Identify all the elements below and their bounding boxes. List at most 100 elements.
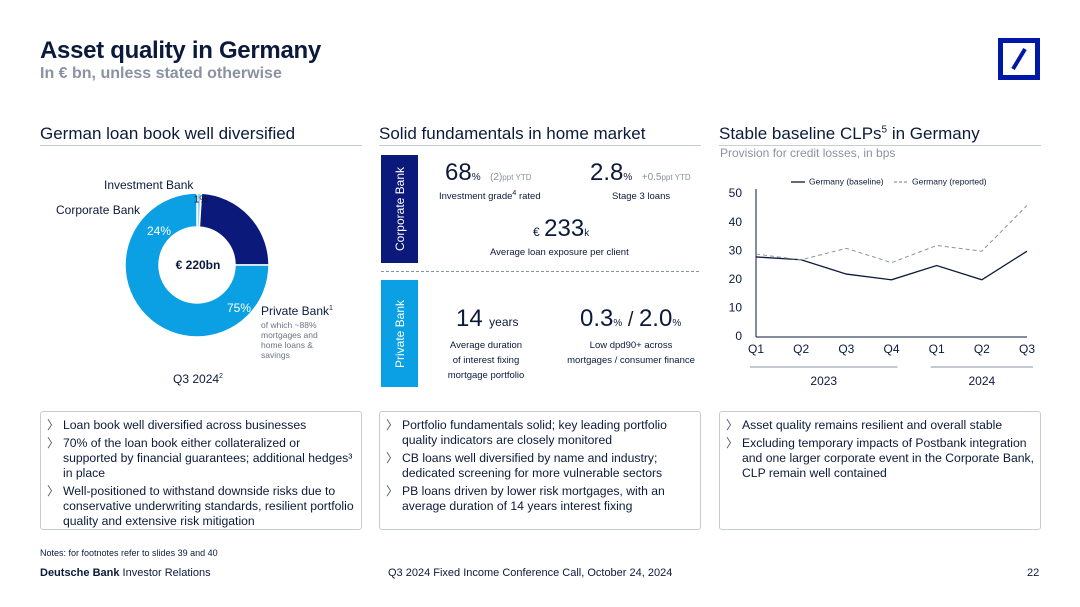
chevron-right-icon: 〉 — [47, 484, 60, 498]
kpi-unit: years — [489, 315, 519, 329]
bullet-text: Excluding temporary impacts of Postbank … — [742, 436, 1035, 480]
donut-data-label: 24% — [147, 224, 171, 238]
kpi-unit: % — [471, 172, 481, 183]
period-label-sup: 2 — [219, 373, 223, 380]
right-bullet-box: 〉 Asset quality remains resilient and ove… — [719, 411, 1041, 530]
middle-bullet-box: 〉 Portfolio fundamentals solid; key leadi… — [379, 411, 701, 530]
private-note-line: home loans & — [261, 340, 313, 350]
y-tick-label: 10 — [729, 301, 743, 315]
page-subtitle: In € bn, unless stated otherwise — [40, 65, 282, 82]
chevron-right-icon: 〉 — [726, 418, 739, 432]
period-label-wrap: Q3 20242 — [173, 372, 223, 386]
kpi-loan-exposure: € 233k — [533, 215, 589, 243]
x-tick-label: Q4 — [883, 342, 899, 356]
private-bank-tab: Private Bank — [381, 280, 418, 387]
kpi-value: 2.0 — [638, 305, 673, 332]
list-item: 〉 Excluding temporary impacts of Postbank… — [720, 436, 1034, 481]
kpi-label-tail: rated — [516, 191, 541, 202]
private-bank-tab-label: Private Bank — [392, 299, 407, 368]
period-label: Q3 2024 — [173, 372, 220, 386]
kpi-label-line: of interest fixing — [452, 355, 520, 366]
kpi-unit: % — [623, 172, 633, 183]
kpi-dpd-label: Low dpd90+ across mortgages / consumer f… — [556, 338, 706, 368]
corporate-bank-tab: Corporate Bank — [381, 155, 418, 263]
kpi-investment-grade: 68% (2)ppt YTD — [445, 159, 532, 187]
y-tick-label: 50 — [729, 186, 743, 200]
kpi-duration-label: Average duration of interest fixing mort… — [436, 338, 536, 383]
x-tick-label: Q3 — [1019, 342, 1035, 356]
list-item: 〉 PB loans driven by lower risk mortgages… — [380, 484, 694, 514]
series-line-germany-reported — [755, 205, 1028, 264]
kpi-separator: / — [622, 309, 639, 331]
kpi-value: 2.8 — [590, 159, 624, 186]
footer-brand-rest: Investor Relations — [119, 567, 211, 579]
clp-line-chart: 0 10 20 30 40 50 Q1 Q2 Q3 Q4 Q1 Q2 Q3 2023 2024 German… — [729, 176, 1036, 388]
x-tick-label: Q3 — [838, 342, 854, 356]
kpi-change-unit: ppt YTD — [502, 173, 532, 182]
bullet-text: Loan book well diversified across busine… — [63, 418, 307, 432]
list-item: 〉 Loan book well diversified across busin… — [41, 418, 355, 433]
left-section-title: German loan book well diversified — [40, 124, 296, 143]
x-tick-label: Q1 — [929, 342, 945, 356]
legend-label: Germany (reported) — [912, 176, 987, 186]
loan-book-donut-chart: 1% 24% 75% — [124, 192, 270, 338]
series-line-germany-baseline — [755, 250, 1028, 281]
left-bullet-box: 〉 Loan book well diversified across busin… — [40, 411, 362, 530]
kpi-unit: k — [584, 228, 590, 239]
donut-slice-corporate-bank — [198, 192, 270, 266]
right-title-sup: 5 — [881, 124, 888, 136]
label-private-bank: Private Bank — [261, 304, 330, 318]
middle-divider — [379, 145, 701, 146]
label-corporate-bank: Corporate Bank — [56, 203, 141, 217]
kpi-label-line: Low dpd90+ across — [589, 340, 673, 351]
kpi-unit: % — [613, 318, 623, 329]
donut-slice-private-bank — [124, 192, 270, 338]
list-item: 〉 70% of the loan book either collaterali… — [41, 436, 355, 481]
kpi-duration: 14 years — [456, 305, 519, 333]
private-note-line: of which ~88% — [261, 320, 317, 330]
label-private-bank-wrap: Private Bank1 — [261, 304, 333, 318]
kpi-label: Investment grade — [439, 191, 513, 202]
right-chart-subtitle: Provision for credit losses, in bps — [720, 146, 896, 160]
list-item: 〉 Well-positioned to withstand downside r… — [41, 484, 355, 529]
kpi-loan-exposure-label: Average loan exposure per client — [490, 247, 629, 258]
bullet-text: PB loans driven by lower risk mortgages,… — [402, 484, 665, 513]
kpi-label-line: Average duration — [449, 340, 523, 351]
legend-label: Germany (baseline) — [809, 176, 884, 186]
kpi-dpd: 0.3% / 2.0% — [580, 305, 681, 333]
x-tick-label: Q2 — [793, 342, 809, 356]
year-group-label: 2023 — [810, 374, 837, 388]
corporate-bank-tab-label: Corporate Bank — [392, 166, 407, 252]
chevron-right-icon: 〉 — [47, 418, 60, 432]
chevron-right-icon: 〉 — [386, 484, 399, 498]
kpi-change-unit: ppt YTD — [661, 173, 691, 182]
chevron-right-icon: 〉 — [386, 451, 399, 465]
private-note-line: mortgages and — [261, 330, 318, 340]
kpi-value: 233 — [544, 215, 585, 242]
label-private-bank-sup: 1 — [329, 305, 333, 312]
footnote: Notes: for footnotes refer to slides 39 … — [40, 548, 218, 558]
x-tick-label: Q2 — [974, 342, 990, 356]
kpi-currency: € — [533, 225, 540, 239]
chevron-right-icon: 〉 — [726, 436, 739, 450]
kpi-label-sup: 4 — [512, 189, 517, 197]
label-investment-bank: Investment Bank — [104, 178, 194, 192]
private-bank-note: of which ~88% mortgages and home loans &… — [261, 320, 318, 360]
right-title-text: Stable baseline CLPs — [719, 124, 882, 143]
page-number: 22 — [1027, 567, 1040, 579]
list-item: 〉 Asset quality remains resilient and ove… — [720, 418, 1034, 433]
kpi-stage3-label: Stage 3 loans — [612, 191, 671, 202]
year-group-label: 2024 — [968, 374, 995, 388]
bullet-text: Portfolio fundamentals solid; key leadin… — [402, 418, 667, 447]
deutsche-bank-logo — [998, 38, 1040, 80]
bullet-text: Asset quality remains resilient and over… — [742, 418, 1003, 432]
private-note-line: savings — [261, 350, 290, 360]
bullet-text: 70% of the loan book either collateraliz… — [63, 436, 353, 480]
kpi-value: 14 — [456, 305, 483, 332]
y-tick-label: 20 — [729, 272, 743, 286]
donut-center-label: € 220bn — [175, 258, 221, 272]
y-tick-label: 40 — [729, 215, 743, 229]
bullet-text: CB loans well diversified by name and in… — [402, 451, 663, 480]
footer-event: Q3 2024 Fixed Income Conference Call, Oc… — [388, 567, 673, 579]
right-section-title: Stable baseline CLPs5 in Germany — [719, 124, 980, 144]
